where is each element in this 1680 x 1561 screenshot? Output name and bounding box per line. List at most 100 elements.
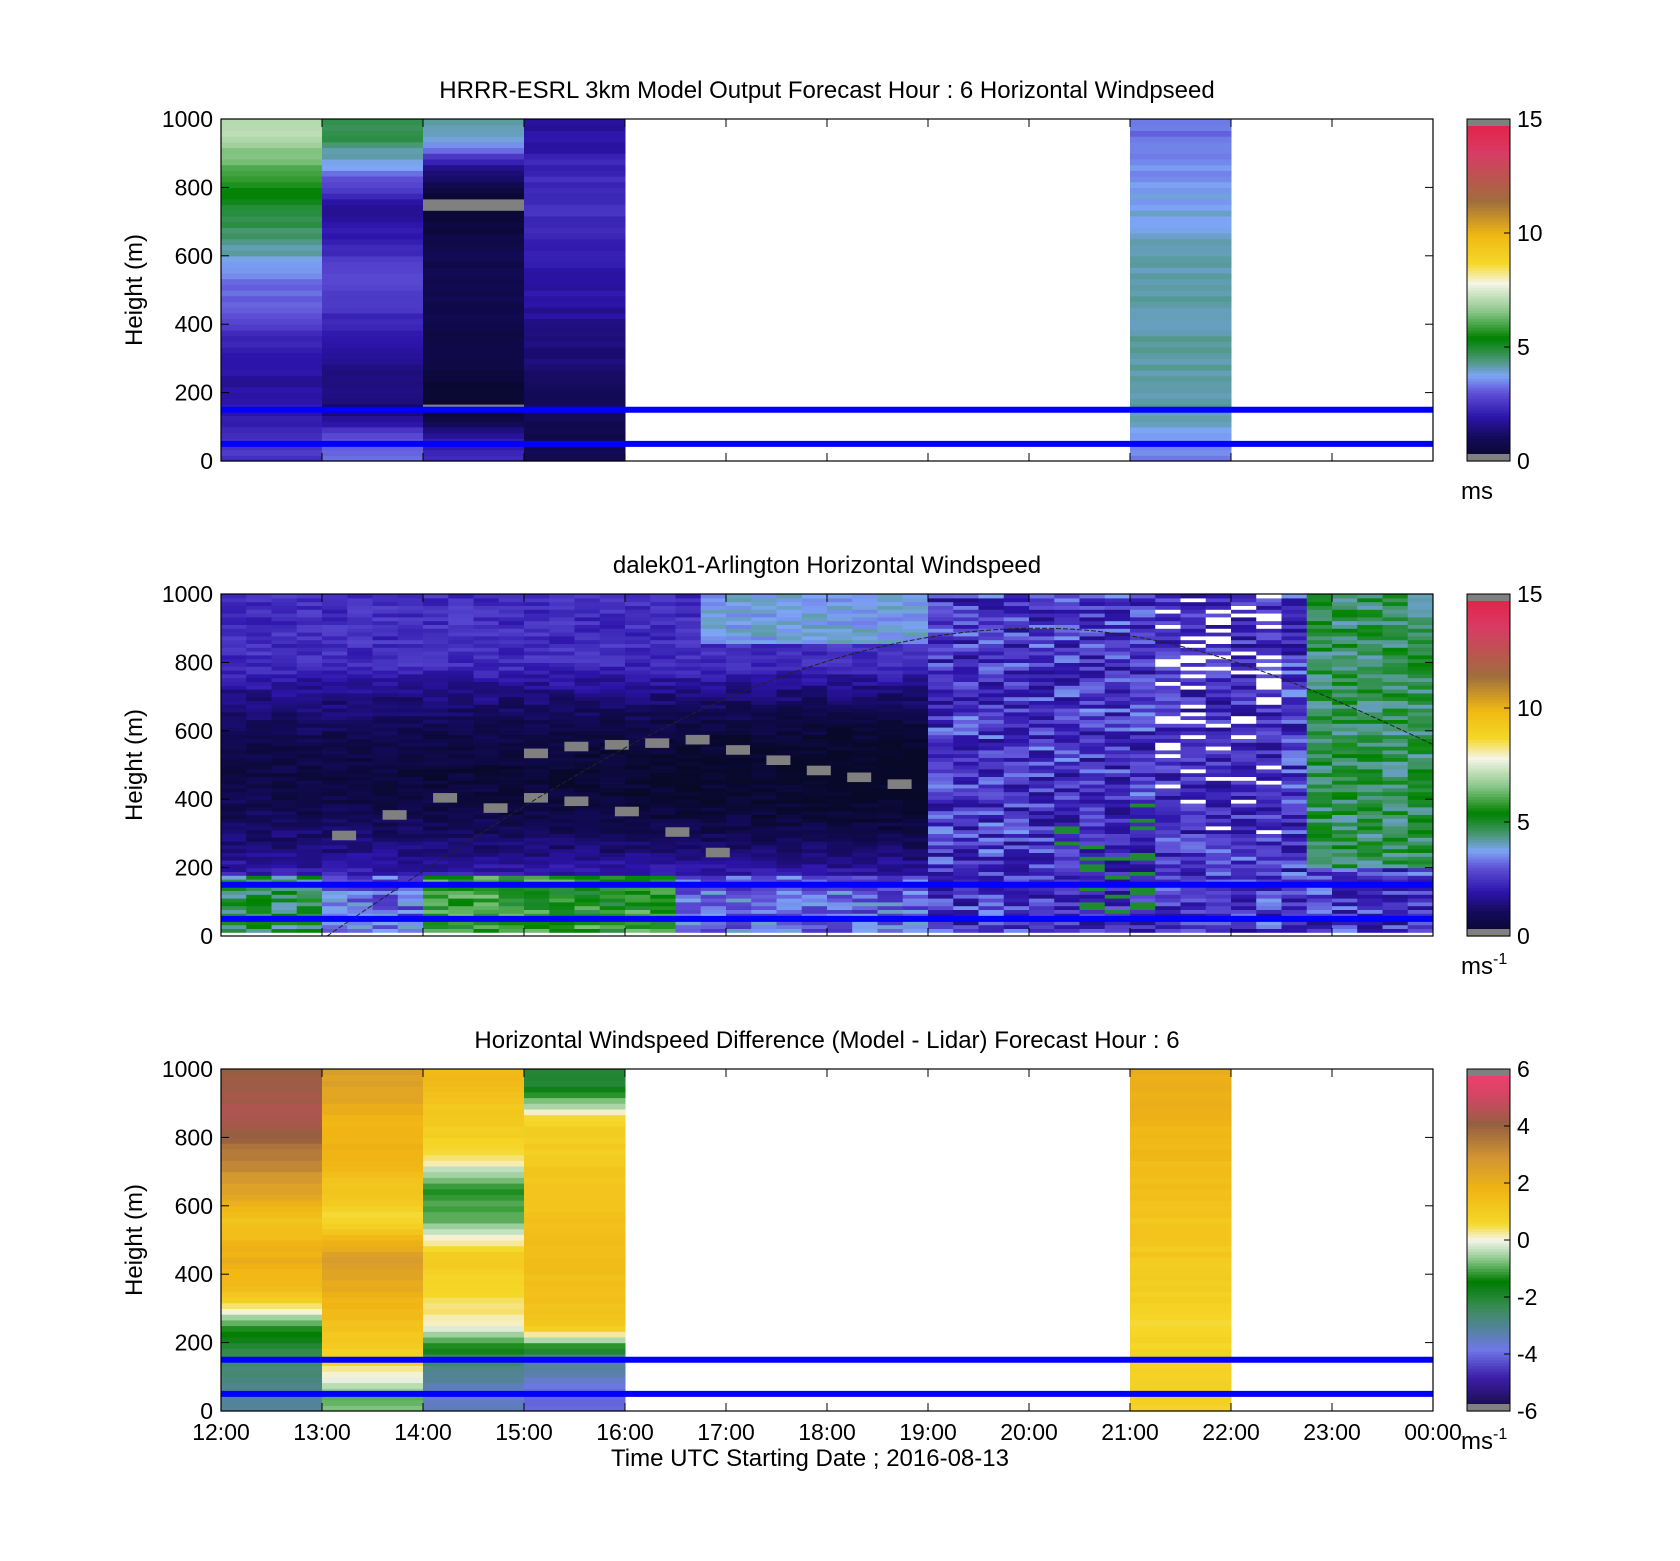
lidar-cell [1205,700,1232,705]
lidar-cell [650,635,676,641]
lidar-cell [347,879,373,884]
lidar-cell [726,867,752,872]
lidar-cell [1231,696,1257,701]
lidar-cell [1407,898,1434,903]
colorbar-segment [1467,261,1510,265]
lidar-cell [953,924,979,929]
lidar-cell [372,863,399,869]
lidar-cell [372,613,399,618]
lidar-cell [1281,632,1308,637]
lidar-cell [751,715,777,720]
lidar-cell [1332,841,1358,846]
colorbar-segment [1467,381,1510,385]
lidar-cell [599,753,626,758]
lidar-cell [1029,913,1055,918]
heatmap-cell [221,443,323,451]
colorbar-segment [1467,347,1510,351]
colorbar-segment [1467,335,1510,340]
lidar-cell [650,905,676,910]
lidar-cell [246,765,272,770]
colorbar-segment [1467,190,1510,194]
lidar-cell [1382,795,1409,800]
boundary-layer-curve [326,627,1434,937]
lidar-cell [1332,818,1358,823]
lidar-cell [1180,635,1207,641]
lidar-cell [1104,898,1131,903]
lidar-cell [1231,791,1257,796]
lidar-cell [271,628,298,633]
colorbar-segment [1467,292,1510,297]
lidar-cell [650,620,676,625]
lidar-cell [978,795,1005,800]
lidar-cell [498,616,525,622]
lidar-cell [928,806,954,812]
lidar-cell [524,818,550,823]
lidar-cell [675,920,702,926]
lidar-cell [675,609,702,614]
colorbar-segment [1467,324,1510,328]
lidar-cell [473,818,500,823]
heatmap-cell [524,193,626,200]
colorbar-segment [1467,338,1510,342]
lidar-cell [1180,894,1207,899]
heatmap-cell [1130,136,1232,143]
lidar-cell [296,715,323,720]
lidar-cell [372,905,399,910]
lidar-cell [675,616,702,622]
lidar-cell [372,746,399,751]
lidar-cell [271,886,298,891]
lidar-cell [801,757,828,762]
lidar-cell [726,670,752,675]
lidar-cell [347,738,373,743]
lidar-cell [1029,609,1055,614]
lidar-cell [1003,734,1030,739]
heatmap-cell [1130,153,1232,160]
colorbar-segment [1467,221,1510,226]
lidar-cell [877,860,904,865]
lidar-cell [751,749,777,755]
lidar-cell [221,670,247,675]
lidar-cell [1256,829,1282,834]
colorbar-segment [1467,238,1510,243]
colorbar-segment [1467,409,1510,414]
lidar-cell [397,723,424,728]
lidar-cell [625,772,651,777]
lidar-cell [1130,654,1156,660]
lidar-cell [1029,871,1055,876]
lidar-cell [827,723,853,728]
lidar-cell [397,719,424,724]
colorbar-segment [1467,901,1510,906]
heatmap-cell [524,329,626,337]
lidar-cell [372,928,399,933]
lidar-cell [397,708,424,713]
lidar-cell [700,898,727,903]
lidar-cell [1155,901,1181,907]
lidar-cell [524,886,550,891]
lidar-cell [322,677,348,682]
lidar-cell [1180,780,1207,785]
lidar-cell [524,628,550,633]
lidar-cell [827,814,853,819]
lidar-cell [498,856,525,861]
lidar-cell [877,620,904,625]
lidar-cell [221,806,247,812]
lidar-cell [448,814,474,819]
lidar-cell [1256,719,1282,724]
lidar-cell [524,784,550,789]
lidar-cell [776,822,803,827]
heatmap-cell [1130,335,1232,342]
lidar-cell [751,875,777,880]
lidar-cell [776,913,803,918]
lidar-cell [549,860,575,865]
lidar-cell [1180,776,1207,781]
heatmap-cell [322,335,424,342]
lidar-cell [1054,734,1080,739]
lidar-cell [1407,704,1434,709]
lidar-cell [1281,708,1308,713]
lidar-cell [751,905,777,910]
lidar-cell [296,890,323,895]
lidar-cell [1281,894,1308,899]
lidar-cell [296,601,323,606]
lidar-cell [801,913,828,918]
lidar-cell [1079,620,1106,625]
